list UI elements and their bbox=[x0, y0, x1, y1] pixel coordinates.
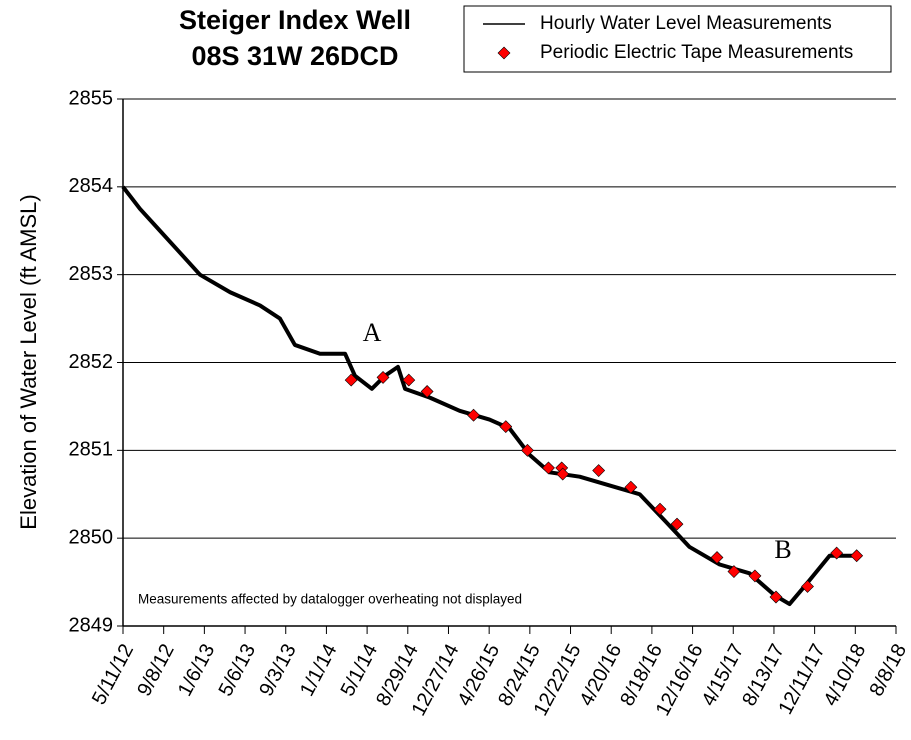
y-tick-label: 2850 bbox=[69, 526, 114, 548]
annotation: Measurements affected by datalogger over… bbox=[138, 592, 522, 607]
y-tick-label: 2853 bbox=[69, 263, 114, 285]
y-axis-label: Elevation of Water Level (ft AMSL) bbox=[16, 194, 41, 529]
tape-marker bbox=[850, 549, 864, 563]
legend-label: Hourly Water Level Measurements bbox=[540, 13, 832, 34]
legend-label: Periodic Electric Tape Measurements bbox=[540, 42, 853, 63]
tape-marker bbox=[542, 461, 555, 475]
tape-marker bbox=[420, 385, 434, 398]
y-tick-label: 2854 bbox=[69, 175, 114, 197]
tape-marker bbox=[727, 565, 741, 578]
annotation: B bbox=[774, 535, 791, 564]
x-tick-label: 1/6/13 bbox=[174, 640, 220, 699]
tape-marker bbox=[499, 420, 513, 434]
annotation: A bbox=[363, 318, 382, 347]
tape-marker bbox=[376, 371, 390, 384]
chart-subtitle: 08S 31W 26DCD bbox=[191, 41, 398, 71]
tape-marker bbox=[521, 443, 534, 457]
tape-marker bbox=[670, 517, 684, 531]
x-tick-label: 9/3/13 bbox=[255, 640, 301, 699]
tape-marker bbox=[592, 464, 606, 477]
x-tick-label: 5/11/12 bbox=[88, 640, 138, 708]
x-tick-label: 9/8/12 bbox=[133, 640, 179, 699]
tape-marker bbox=[830, 546, 844, 560]
tape-marker bbox=[710, 551, 724, 564]
tape-marker bbox=[748, 569, 762, 583]
tape-marker bbox=[467, 408, 480, 422]
y-tick-label: 2849 bbox=[69, 614, 114, 636]
x-tick-label: 1/1/14 bbox=[296, 640, 342, 699]
y-tick-label: 2851 bbox=[69, 439, 114, 461]
tape-marker bbox=[556, 467, 570, 481]
x-tick-label: 5/6/13 bbox=[215, 640, 261, 699]
chart-title: Steiger Index Well bbox=[179, 5, 411, 35]
legend-box bbox=[463, 5, 892, 73]
tape-marker bbox=[653, 502, 667, 516]
tape-marker bbox=[769, 590, 783, 604]
x-tick-label: 5/1/14 bbox=[337, 640, 383, 699]
tape-marker bbox=[801, 580, 814, 593]
y-tick-label: 2855 bbox=[69, 87, 114, 109]
y-tick-label: 2852 bbox=[69, 351, 114, 373]
tape-marker bbox=[402, 373, 416, 387]
tape-marker bbox=[344, 373, 358, 387]
water-level-line bbox=[121, 185, 855, 607]
tape-marker bbox=[624, 480, 638, 494]
legend-marker bbox=[497, 46, 511, 60]
x-tick-label: 8/8/18 bbox=[866, 640, 911, 699]
